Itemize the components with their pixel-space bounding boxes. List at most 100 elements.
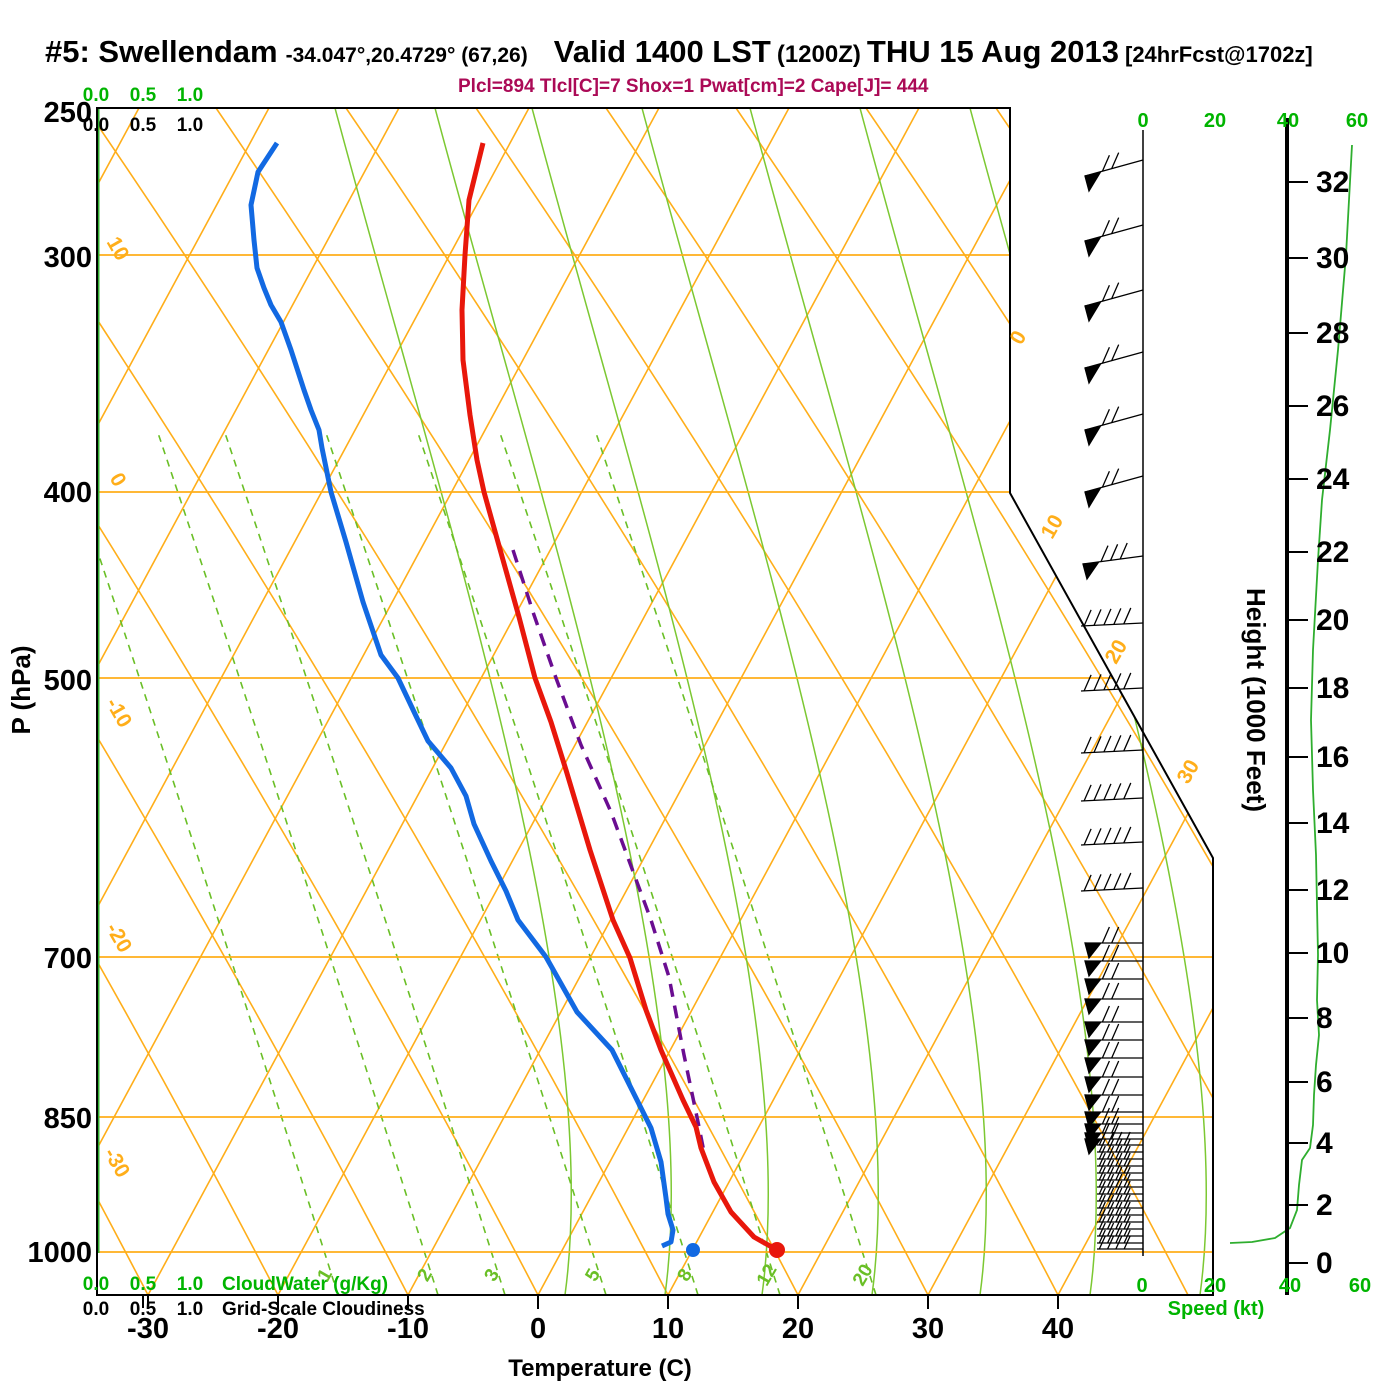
wind-barb bbox=[1097, 1229, 1143, 1244]
parcel-path-line bbox=[511, 549, 706, 1153]
svg-text:1.0: 1.0 bbox=[177, 1299, 203, 1320]
wind-speed-profile-line bbox=[1229, 144, 1353, 1244]
svg-text:0.5: 0.5 bbox=[130, 1274, 157, 1295]
mixing-ratio-lines bbox=[97, 429, 877, 1295]
wind-barb bbox=[1097, 1131, 1143, 1146]
svg-text:-10: -10 bbox=[101, 694, 136, 732]
svg-text:400: 400 bbox=[44, 477, 92, 509]
wind-barb bbox=[1097, 1235, 1143, 1250]
svg-text:6: 6 bbox=[1316, 1066, 1333, 1099]
svg-text:30: 30 bbox=[912, 1313, 944, 1345]
wind-barb bbox=[1097, 1180, 1143, 1195]
surface-dewpoint-dot bbox=[686, 1243, 700, 1257]
svg-text:30: 30 bbox=[1316, 242, 1349, 275]
svg-text:60: 60 bbox=[1346, 110, 1368, 132]
wind-barb bbox=[1097, 1166, 1143, 1181]
svg-text:10: 10 bbox=[1316, 937, 1349, 970]
svg-text:0: 0 bbox=[530, 1313, 546, 1345]
svg-text:2: 2 bbox=[1316, 1189, 1333, 1222]
svg-text:30: 30 bbox=[1173, 756, 1205, 788]
svg-text:10: 10 bbox=[1037, 511, 1069, 543]
wind-barb bbox=[1097, 1145, 1143, 1160]
wind-barb bbox=[1097, 1215, 1143, 1230]
wind-barb bbox=[1084, 344, 1144, 385]
wind-barb bbox=[1097, 1194, 1143, 1209]
svg-text:0.0: 0.0 bbox=[83, 85, 109, 106]
svg-text:P (hPa): P (hPa) bbox=[6, 645, 36, 734]
svg-text:1.0: 1.0 bbox=[177, 115, 203, 136]
svg-text:0.0: 0.0 bbox=[83, 115, 109, 136]
wind-barb bbox=[1097, 1222, 1143, 1237]
svg-text:Speed (kt): Speed (kt) bbox=[1168, 1298, 1265, 1320]
wind-barb bbox=[1084, 217, 1144, 258]
svg-text:-30: -30 bbox=[99, 1144, 134, 1182]
svg-text:1.0: 1.0 bbox=[177, 85, 203, 106]
wind-barb bbox=[1097, 1187, 1143, 1202]
svg-text:10: 10 bbox=[102, 233, 134, 265]
wind-barb bbox=[1084, 468, 1144, 509]
svg-text:700: 700 bbox=[44, 943, 92, 975]
temperature-axis: -30 -20 -10 0 10 20 30 40 bbox=[127, 1295, 1074, 1345]
wind-barb bbox=[1080, 672, 1144, 692]
valid-time: Valid 1400 LST bbox=[553, 34, 771, 69]
svg-text:250: 250 bbox=[44, 97, 92, 129]
wind-barb bbox=[1084, 962, 1143, 996]
zulu-time: (1200Z) bbox=[776, 41, 861, 68]
svg-text:CloudWater (g/Kg): CloudWater (g/Kg) bbox=[222, 1274, 388, 1295]
svg-text:40: 40 bbox=[1277, 110, 1299, 132]
pressure-axis-title: P (hPa) bbox=[6, 645, 36, 734]
station-coords: -34.047°,20.4729° (67,26) bbox=[285, 44, 528, 67]
svg-text:-30: -30 bbox=[127, 1313, 169, 1345]
wind-barb bbox=[1084, 1060, 1143, 1094]
height-axis-title: Height (1000 Feet) bbox=[1241, 588, 1271, 812]
wind-barb bbox=[1084, 152, 1144, 193]
valid-date: THU 15 Aug 2013 bbox=[866, 34, 1119, 69]
wind-barb bbox=[1080, 734, 1144, 754]
wind-barb bbox=[1084, 282, 1144, 323]
wind-barb bbox=[1097, 1159, 1143, 1174]
wind-barb bbox=[1097, 1201, 1143, 1216]
pressure-axis-labels: 250 300 400 500 700 850 1000 bbox=[27, 97, 92, 1269]
wind-barb bbox=[1080, 872, 1144, 892]
wind-barb bbox=[1084, 1005, 1143, 1039]
wind-barb bbox=[1097, 1152, 1143, 1167]
svg-text:12: 12 bbox=[1316, 874, 1349, 907]
svg-text:26: 26 bbox=[1316, 390, 1349, 423]
page-title: #5: Swellendam -34.047°,20.4729° (67,26) V… bbox=[45, 34, 1313, 70]
stability-indices: Plcl=894 Tlcl[C]=7 Shox=1 Pwat[cm]=2 Cap… bbox=[458, 76, 929, 97]
wind-barb bbox=[1097, 1173, 1143, 1188]
svg-text:0: 0 bbox=[1316, 1247, 1333, 1280]
svg-text:0: 0 bbox=[1136, 1275, 1147, 1297]
svg-text:10: 10 bbox=[652, 1313, 684, 1345]
svg-text:0: 0 bbox=[105, 469, 131, 491]
wind-barb bbox=[1084, 1041, 1143, 1075]
svg-text:0.0: 0.0 bbox=[83, 1274, 109, 1295]
wind-barb bbox=[1084, 1122, 1143, 1156]
svg-text:-20: -20 bbox=[257, 1313, 299, 1345]
svg-text:24: 24 bbox=[1316, 463, 1350, 496]
svg-text:8: 8 bbox=[1316, 1002, 1333, 1035]
wind-barb bbox=[1082, 542, 1144, 581]
dewpoint-profile-line bbox=[248, 141, 676, 1249]
svg-text:1.0: 1.0 bbox=[177, 1274, 203, 1295]
wind-barb bbox=[1080, 782, 1144, 802]
wind-barb bbox=[1084, 406, 1144, 447]
svg-text:22: 22 bbox=[1316, 536, 1349, 569]
svg-text:Grid-Scale Cloudiness: Grid-Scale Cloudiness bbox=[222, 1299, 425, 1320]
wind-barb bbox=[1080, 826, 1144, 846]
wind-barbs bbox=[1080, 152, 1144, 1250]
svg-text:20: 20 bbox=[1204, 1275, 1226, 1297]
wind-barb bbox=[1084, 1023, 1143, 1057]
svg-text:0.5: 0.5 bbox=[130, 1299, 157, 1320]
svg-text:300: 300 bbox=[44, 242, 92, 274]
svg-text:16: 16 bbox=[1316, 741, 1349, 774]
wind-barb bbox=[1084, 1078, 1143, 1112]
svg-text:40: 40 bbox=[1279, 1275, 1301, 1297]
svg-text:14: 14 bbox=[1316, 807, 1350, 840]
svg-text:-10: -10 bbox=[387, 1313, 429, 1345]
svg-text:20: 20 bbox=[782, 1313, 814, 1345]
svg-text:500: 500 bbox=[44, 665, 92, 697]
